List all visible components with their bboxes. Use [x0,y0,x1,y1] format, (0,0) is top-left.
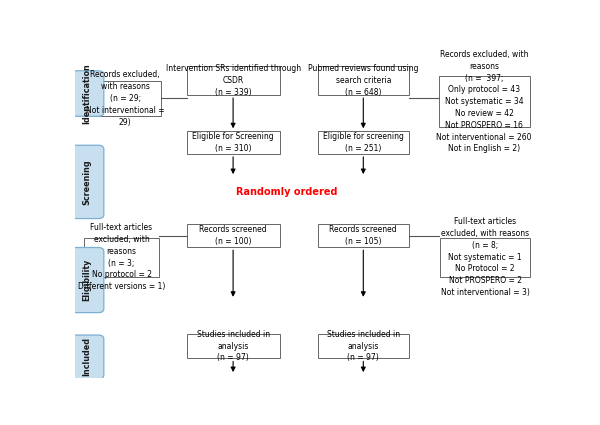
Text: Studies included in
analysis
(n = 97): Studies included in analysis (n = 97) [197,330,269,363]
Text: Identification: Identification [83,63,92,124]
Text: Full-text articles
excluded, with reasons
(n = 8;
Not systematic = 1
No Protocol: Full-text articles excluded, with reason… [440,217,530,297]
FancyBboxPatch shape [318,131,409,154]
Text: Full-text articles
excluded, with
reasons
(n = 3;
No protocol = 2
Different vers: Full-text articles excluded, with reason… [78,223,165,291]
FancyBboxPatch shape [187,131,280,154]
FancyBboxPatch shape [84,238,158,277]
FancyBboxPatch shape [187,334,280,358]
Text: Records excluded, with
reasons
(n =  397;
Only protocol = 43
Not systematic = 34: Records excluded, with reasons (n = 397;… [436,50,532,153]
Text: Eligible for screening
(n = 251): Eligible for screening (n = 251) [323,132,404,153]
Text: Studies included in
analysis
(n = 97): Studies included in analysis (n = 97) [327,330,400,363]
FancyBboxPatch shape [187,66,280,95]
FancyBboxPatch shape [70,71,104,116]
Text: Pubmed reviews found using
search criteria
(n = 648): Pubmed reviews found using search criter… [308,64,419,97]
FancyBboxPatch shape [318,334,409,358]
Text: Included: Included [83,337,92,377]
FancyBboxPatch shape [440,238,530,277]
FancyBboxPatch shape [70,335,104,379]
FancyBboxPatch shape [318,66,409,95]
FancyBboxPatch shape [187,224,280,247]
FancyBboxPatch shape [70,145,104,218]
Text: Intervention SRs identified through
CSDR
(n = 339): Intervention SRs identified through CSDR… [166,64,301,97]
Text: Eligible for Screening
(n = 310): Eligible for Screening (n = 310) [192,132,274,153]
FancyBboxPatch shape [89,81,161,116]
FancyBboxPatch shape [439,76,530,127]
FancyBboxPatch shape [70,247,104,313]
Text: Randomly ordered: Randomly ordered [236,187,337,197]
FancyBboxPatch shape [318,224,409,247]
Text: Records excluded,
with reasons
(n = 29;
Not interventional =
29): Records excluded, with reasons (n = 29; … [86,71,164,127]
Text: Records screened
(n = 100): Records screened (n = 100) [199,226,267,246]
Text: Screening: Screening [83,159,92,205]
Text: Eligibility: Eligibility [83,259,92,301]
Text: Records screened
(n = 105): Records screened (n = 105) [329,226,397,246]
